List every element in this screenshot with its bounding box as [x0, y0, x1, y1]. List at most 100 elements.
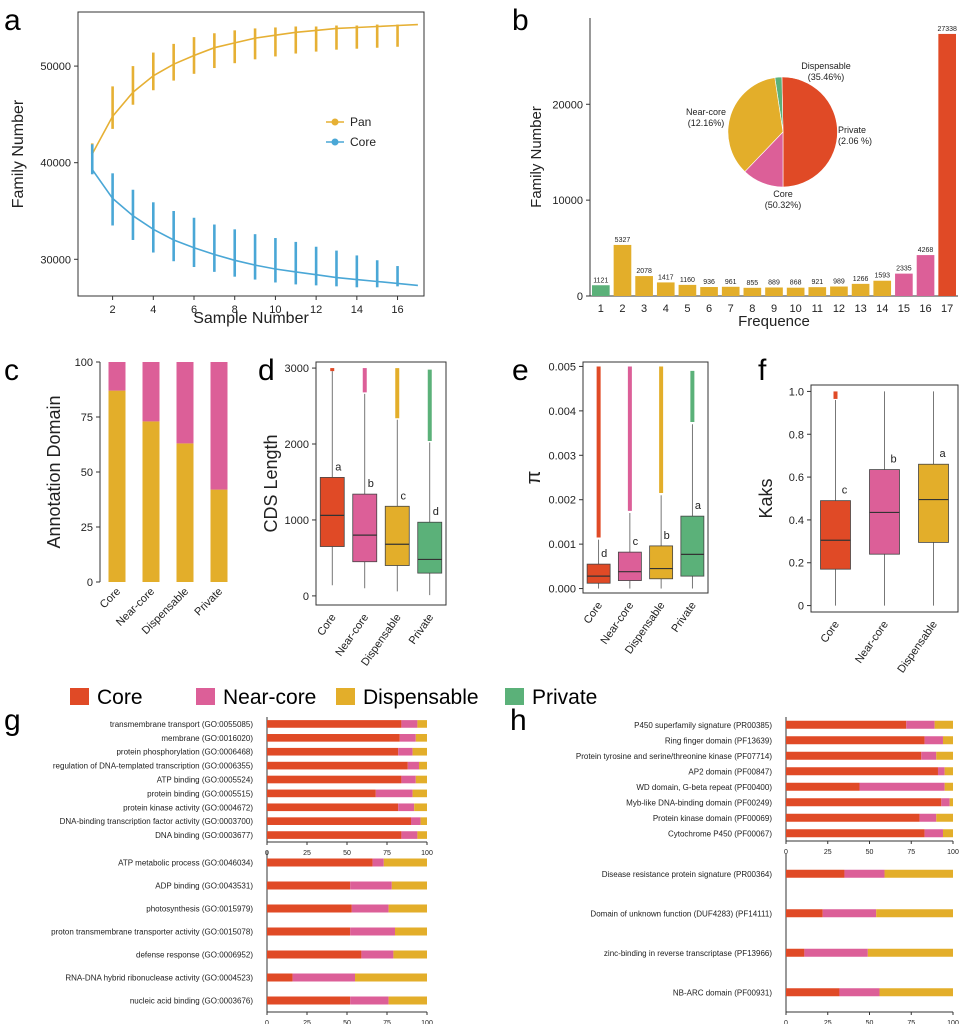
pan-core-curve-chart: 30000 40000 50000 2 4 6 8 10 12 14 16 Sample Number…	[10, 11, 425, 327]
stacked-segment	[395, 927, 427, 936]
stacked-segment	[398, 747, 413, 756]
box	[649, 545, 674, 580]
legend-swatch-core	[70, 688, 89, 705]
legend-label-near-core: Near-core	[223, 686, 316, 709]
stacked-segment	[351, 904, 389, 913]
x-tick-label: 50	[343, 1020, 351, 1024]
x-tick-label: 16	[919, 303, 931, 315]
category-label: protein phosphorylation (GO:0006468)	[116, 748, 253, 757]
x-tick-label: 6	[191, 304, 197, 316]
legend-marker	[331, 138, 339, 146]
stacked-segment	[407, 761, 419, 770]
x-tick-label: Core	[98, 586, 123, 611]
stacked-segment	[839, 988, 880, 997]
bar	[721, 286, 740, 296]
bar-value-label: 1593	[874, 273, 890, 280]
stacked-segment	[786, 767, 938, 776]
category-label: ATP metabolic process (GO:0046034)	[118, 859, 253, 868]
x-tick-label: 13	[854, 303, 866, 315]
bar-value-label: 1160	[680, 277, 695, 284]
y-axis-label: Annotation Domain	[44, 395, 64, 548]
y-tick-label: 50	[81, 467, 93, 479]
significance-letter: c	[633, 536, 639, 548]
stacked-segment	[859, 782, 945, 791]
significance-letter: b	[368, 478, 374, 490]
y-axis-label: Family Number	[10, 99, 27, 208]
y-axis-label: Family Number	[528, 106, 545, 208]
pie-label: Near-core	[686, 107, 726, 117]
pie-slice-dispensable	[727, 77, 784, 173]
stacked-segment	[906, 720, 935, 729]
stacked-segment	[944, 767, 953, 776]
stacked-segment	[267, 761, 408, 770]
stacked-segment	[210, 362, 228, 490]
domain-enrichment-top-chart: 0 25 50 75 100 P450 superfamily signature (PR…	[576, 717, 959, 856]
stacked-segment	[786, 909, 823, 918]
pie-label: Core	[773, 189, 793, 199]
bar-value-label: 5327	[615, 237, 631, 244]
x-tick-label: 12	[310, 304, 322, 316]
pie-label: Private	[838, 125, 866, 135]
bar-value-label: 855	[747, 280, 759, 287]
stacked-segment	[786, 948, 805, 957]
y-tick-label: 75	[81, 412, 93, 424]
stacked-segment	[786, 988, 840, 997]
y-tick-label: 20000	[552, 99, 583, 111]
pie-slice-core	[781, 76, 838, 188]
stacked-segment	[415, 734, 427, 742]
category-label: membrane (GO:0016020)	[161, 734, 253, 743]
bar-value-label: 868	[790, 280, 802, 287]
box	[384, 505, 410, 566]
stacked-segment	[267, 950, 362, 959]
panel-label-h: h	[510, 704, 527, 737]
x-tick-label: 25	[303, 850, 311, 857]
x-tick-label: 75	[907, 1020, 915, 1024]
x-tick-label: 7	[728, 303, 734, 315]
x-tick-label: 75	[907, 849, 915, 856]
x-tick-label: Private	[669, 600, 698, 635]
category-label: Protein tyrosine and serine/threonine ki…	[576, 752, 772, 761]
significance-letter: a	[939, 448, 946, 460]
bar	[635, 276, 653, 296]
stacked-segment	[949, 798, 953, 807]
stacked-segment	[108, 390, 126, 582]
category-label: zinc-binding in reverse transcriptase (P…	[604, 949, 772, 958]
x-tick-label: Near-core	[853, 619, 891, 666]
x-tick-label: 6	[706, 303, 712, 315]
y-axis-label: π	[523, 471, 545, 485]
stacked-segment	[372, 858, 384, 867]
stacked-segment	[936, 751, 953, 760]
legend-swatch-dispensable	[336, 688, 355, 705]
x-tick-label: 0	[784, 1020, 788, 1024]
pie-percent-label: (35.46%)	[808, 72, 845, 82]
y-tick-label: 0.4	[789, 515, 804, 527]
stacked-segment	[786, 869, 845, 878]
bar	[916, 255, 935, 296]
x-tick-label: 5	[684, 303, 690, 315]
stacked-segment	[383, 858, 427, 867]
y-tick-label: 0.004	[548, 406, 576, 418]
y-axis-label: CDS Length	[261, 434, 281, 532]
x-tick-label: 100	[421, 850, 433, 857]
bar	[830, 286, 848, 296]
x-tick-label: 8	[232, 304, 238, 316]
x-tick-label: 3	[641, 303, 647, 315]
legend-label: Pan	[350, 115, 371, 129]
stacked-segment	[398, 803, 415, 812]
significance-letter: c	[842, 485, 848, 497]
category-label: Domain of unknown function (DUF4283) (PF…	[590, 909, 772, 918]
significance-letter: c	[401, 490, 407, 502]
y-tick-label: 0.005	[548, 361, 576, 373]
category-label: regulation of DNA-templated transcriptio…	[53, 762, 253, 771]
y-tick-label: 0	[577, 291, 583, 303]
x-tick-label: 9	[771, 303, 777, 315]
bar	[851, 283, 870, 296]
box	[352, 493, 378, 563]
legend-swatch-near-core	[196, 688, 215, 705]
bar	[895, 273, 913, 296]
stacked-segment	[786, 798, 942, 807]
x-tick-label: 75	[383, 850, 391, 857]
plot-frame	[315, 361, 447, 606]
